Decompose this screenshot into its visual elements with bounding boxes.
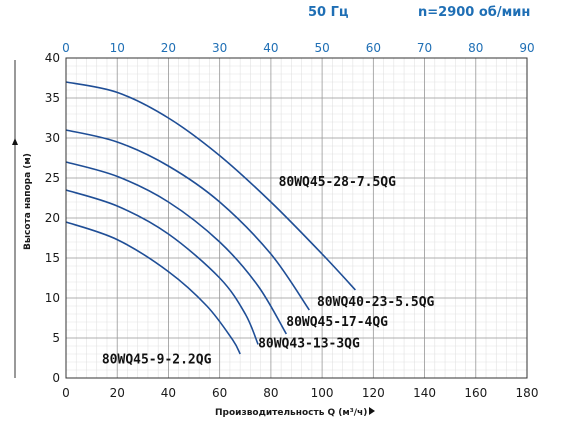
y-axis-label: Высота напора (м) xyxy=(23,153,33,250)
curve-label-80WQ40-23-5.5QG: 80WQ40-23-5.5QG xyxy=(317,295,435,310)
curve-labels: 80WQ45-28-7.5QG 80WQ40-23-5.5QG 80WQ45-17-… xyxy=(102,175,435,368)
top-x-tick-label: 30 xyxy=(212,41,227,55)
y-tick-label: 35 xyxy=(45,91,60,105)
x-tick-label: 60 xyxy=(212,386,227,400)
x-tick-label: 120 xyxy=(362,386,385,400)
y-axis-arrow-icon xyxy=(12,138,18,145)
top-x-tick-label: 0 xyxy=(62,41,70,55)
top-x-tick-label: 90 xyxy=(519,41,534,55)
x-tick-label: 80 xyxy=(263,386,278,400)
y-tick-label: 5 xyxy=(52,331,60,345)
curve-label-80WQ43-13-3QG: 80WQ43-13-3QG xyxy=(258,337,360,352)
performance-curves xyxy=(65,81,356,355)
top-x-tick-label: 10 xyxy=(110,41,125,55)
x-tick-label: 20 xyxy=(110,386,125,400)
y-tick-label: 30 xyxy=(45,131,60,145)
top-x-tick-label: 40 xyxy=(263,41,278,55)
x-tick-label: 160 xyxy=(464,386,487,400)
curve-80WQ45-28-7.5QG xyxy=(65,81,356,291)
top-x-tick-label: 60 xyxy=(366,41,381,55)
x-tick-label: 180 xyxy=(516,386,539,400)
top-x-tick-label: 50 xyxy=(314,41,329,55)
x-tick-label: 100 xyxy=(311,386,334,400)
top-x-tick-label: 70 xyxy=(417,41,432,55)
x-tick-label: 0 xyxy=(62,386,70,400)
y-tick-label: 10 xyxy=(45,291,60,305)
y-tick-label: 25 xyxy=(45,171,60,185)
y-tick-label: 40 xyxy=(45,51,60,65)
y-tick-label: 0 xyxy=(52,371,60,385)
x-axis-label: Производительность Q (м³/ч) xyxy=(215,408,367,418)
curve-80WQ40-23-5.5QG xyxy=(65,129,310,311)
curve-80WQ45-9-2.2QG xyxy=(65,221,241,355)
x-tick-label: 40 xyxy=(161,386,176,400)
x-axis-arrow-icon xyxy=(369,407,375,415)
speed-label: n=2900 об/мин xyxy=(418,5,530,20)
top-x-tick-label: 80 xyxy=(468,41,483,55)
y-tick-label: 15 xyxy=(45,251,60,265)
frequency-label: 50 Гц xyxy=(308,5,349,20)
curve-80WQ43-13-3QG xyxy=(65,189,259,345)
curve-label-80WQ45-17-4QG: 80WQ45-17-4QG xyxy=(286,315,388,330)
major-grid xyxy=(66,58,527,378)
top-x-tick-label: 20 xyxy=(161,41,176,55)
y-tick-label: 20 xyxy=(45,211,60,225)
curve-80WQ45-17-4QG xyxy=(65,161,287,335)
plot-frame xyxy=(65,57,528,379)
curve-label-80WQ45-9-2.2QG: 80WQ45-9-2.2QG xyxy=(102,353,212,368)
x-tick-label: 140 xyxy=(413,386,436,400)
curve-label-80WQ45-28-7.5QG: 80WQ45-28-7.5QG xyxy=(279,175,397,190)
